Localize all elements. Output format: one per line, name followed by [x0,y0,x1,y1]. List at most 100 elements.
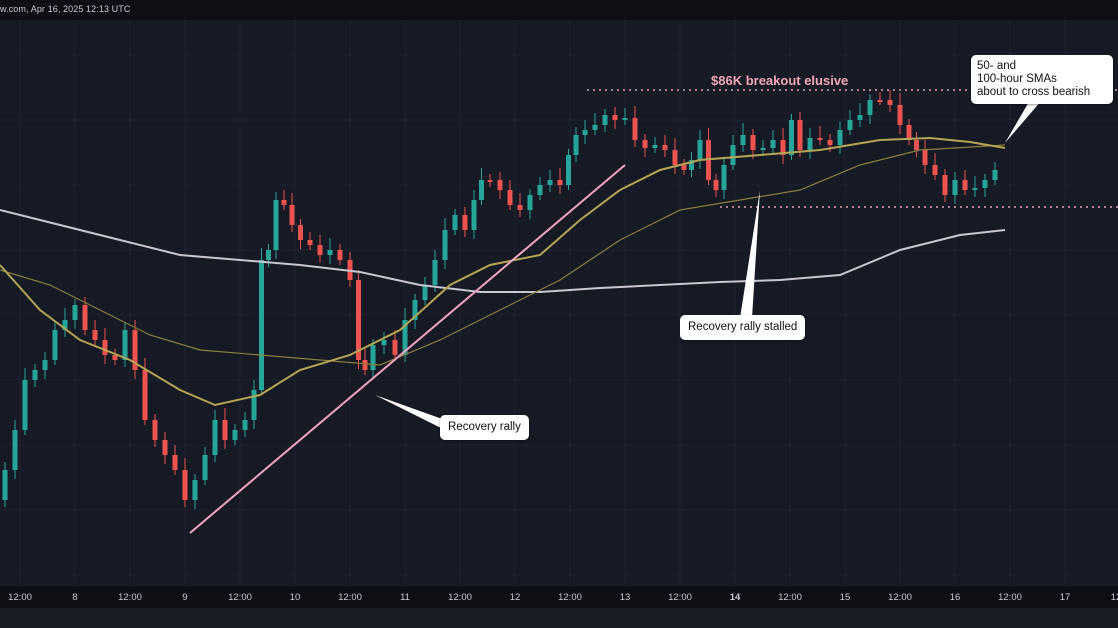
candle-body-74 [697,140,703,160]
sma-cross-line-3: about to cross bearish [977,86,1091,98]
candle-body-52 [487,180,493,182]
candle-body-46 [432,260,438,285]
source-stamp: w.com, Apr 16, 2025 12:13 UTC [0,4,131,14]
x-tick-label-14: 12:00 [778,592,802,603]
candle-body-17 [162,440,168,455]
candle-body-59 [557,180,563,185]
candle-body-57 [537,185,543,195]
candle-body-76 [713,180,719,190]
candle-body-60 [566,155,571,185]
rally-stalled-text: Recovery rally stalled [688,321,798,333]
sma-100-line [0,144,1006,366]
sma-cross-line-2: 100-hour SMAs [977,73,1057,85]
candle-body-73 [689,160,694,170]
x-tick-label-11: 13 [619,592,631,603]
sma-cross-callout: 50- and 100-hour SMAs about to cross bea… [971,55,1113,104]
footer-strip [0,608,1118,628]
header-bar: w.com, Apr 16, 2025 12:13 UTC [0,0,1118,20]
candle-body-86 [807,138,813,150]
candle-body-80 [750,135,756,150]
x-tick-label-8: 12:00 [448,592,472,603]
sma-200-line [0,209,1006,293]
candle-body-22 [212,420,218,455]
candle-body-82 [770,140,776,148]
candle-body-89 [837,130,843,145]
candle-body-24 [232,430,238,440]
candle-body-92 [867,100,873,115]
candle-body-64 [602,115,608,125]
candle-body-30 [281,200,287,205]
x-tick-label-15: 15 [839,592,851,603]
x-tick-label-13: 14 [729,592,741,603]
candle-body-1 [2,470,8,500]
sma-cross-pointer [1005,100,1042,143]
candle-body-20 [192,480,198,500]
candle-body-83 [780,140,786,155]
candle-body-53 [497,180,503,190]
sma-50-line [0,136,1006,407]
candle-body-7 [62,320,68,330]
x-tick-label-12: 12:00 [668,592,692,603]
candle-body-63 [592,125,598,130]
candle-body-61 [573,135,579,155]
candle-body-48 [452,215,458,230]
candle-body-19 [182,470,188,500]
candle-body-33 [307,240,313,245]
rally-stalled-pointer [740,190,760,318]
candle-body-78 [730,145,736,165]
candle-body-3 [22,380,28,430]
x-tick-label-2: 12:00 [118,592,142,603]
candle-body-36 [337,250,343,260]
candle-body-58 [547,180,553,185]
candle-body-6 [52,330,58,360]
candle-body-27 [259,260,264,390]
candle-body-54 [507,190,513,205]
candle-body-2 [12,430,18,470]
x-tick-label-16: 12:00 [888,592,912,603]
candle-body-40 [370,345,376,370]
candle-body-14 [132,330,138,370]
candle-body-65 [612,115,618,120]
x-tick-label-10: 12:00 [558,592,582,603]
candle-body-85 [797,120,803,150]
candle-body-51 [479,180,484,200]
candle-body-70 [662,145,668,150]
candle-body-98 [922,150,928,165]
candle-body-94 [887,100,893,105]
x-tick-label-0: 12:00 [8,592,32,603]
candle-body-29 [273,200,279,250]
candle-body-38 [356,280,361,360]
candle-body-103 [972,188,978,190]
candle-body-10 [92,330,98,340]
recovery-rally-pointer [375,395,445,430]
candle-body-69 [652,145,658,148]
candle-body-25 [242,420,248,430]
candle-body-77 [721,165,727,190]
candle-body-35 [327,250,333,255]
candle-body-62 [582,130,588,135]
sma-cross-line-1: 50- and [977,60,1017,72]
candle-body-50 [471,200,477,230]
candle-body-97 [914,140,919,150]
candle-body-47 [442,230,448,260]
candle-body-32 [298,225,303,240]
candle-body-79 [740,135,746,145]
time-axis [0,586,1118,608]
x-tick-label-3: 9 [182,592,188,603]
candle-body-55 [517,205,523,210]
candle-body-96 [906,125,912,140]
candle-body-12 [112,355,118,360]
candle-body-9 [82,305,88,330]
candle-body-41 [381,340,387,345]
candle-body-102 [962,180,968,190]
recovery-rally-text: Recovery rally [448,421,521,433]
rally-stalled-callout: Recovery rally stalled [680,315,806,340]
x-tick-label-20: 12:0 [1110,592,1118,603]
candle-body-39 [362,360,368,370]
x-tick-label-4: 12:00 [228,592,252,603]
x-tick-label-18: 12:00 [998,592,1022,603]
candle-body-23 [222,420,228,440]
x-tick-label-9: 12 [509,592,521,603]
candle-body-68 [642,140,648,148]
